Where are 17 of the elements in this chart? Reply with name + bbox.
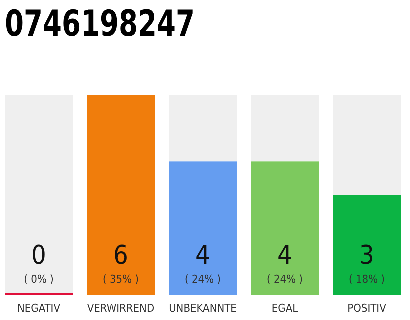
x-tick-label: VERWIRREND (87, 302, 155, 315)
x-tick-label: NEGATIV (18, 302, 61, 315)
data-label: 6 (114, 241, 128, 271)
annotation: ( 24% ) (266, 273, 304, 286)
data-label: 4 (278, 241, 292, 271)
annotation: ( 0% ) (24, 273, 54, 286)
annotation: ( 18% ) (348, 273, 386, 286)
annotation: ( 35% ) (102, 273, 140, 286)
data-label: 3 (360, 241, 374, 271)
x-tick-label: EGAL (272, 302, 299, 315)
data-label: 0 (32, 241, 46, 271)
x-tick-label: UNBEKANNTE (169, 302, 237, 315)
chart-title: 0746198247 (5, 4, 230, 45)
annotation: ( 24% ) (184, 273, 222, 286)
bar (87, 95, 155, 295)
x-tick-label: POSITIV (348, 302, 387, 315)
data-label: 4 (196, 241, 210, 271)
